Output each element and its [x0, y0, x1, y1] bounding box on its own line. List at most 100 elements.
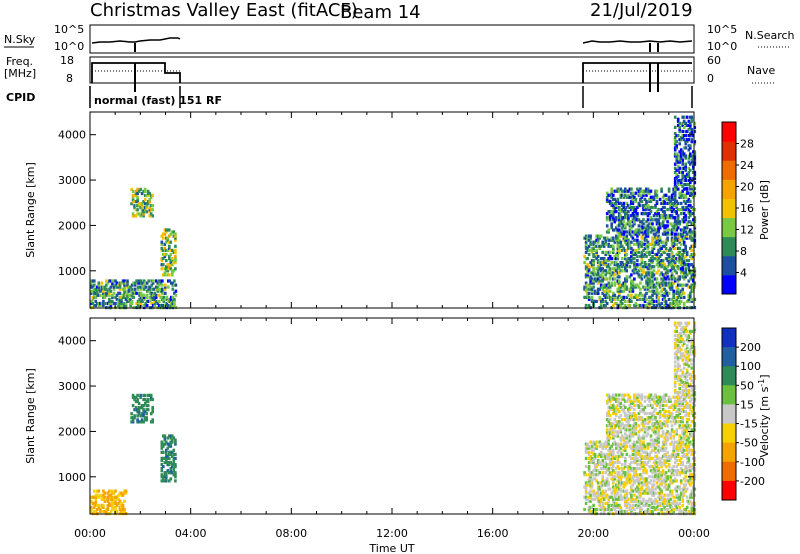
echo-cell — [684, 230, 687, 234]
echo-cell — [94, 303, 98, 308]
echo-cell — [97, 301, 101, 306]
echo-cell — [657, 469, 660, 473]
velocity-x-ticks — [89, 318, 695, 514]
echo-cell — [601, 277, 604, 281]
echo-cell — [156, 301, 159, 306]
echo-cell — [689, 293, 692, 297]
echo-cell — [648, 271, 651, 275]
echo-cell — [93, 495, 96, 499]
echo-cell — [676, 348, 680, 352]
echo-cell — [666, 216, 669, 220]
echo-cell — [679, 354, 683, 358]
echo-cell — [687, 499, 691, 503]
echo-cell — [613, 397, 617, 401]
echo-cell — [640, 244, 644, 248]
echo-cell — [633, 261, 636, 265]
echo-cell — [649, 222, 653, 226]
echo-cell — [667, 395, 671, 399]
echo-cell — [639, 230, 642, 234]
echo-cell — [627, 428, 630, 432]
echo-cell — [651, 197, 654, 201]
echo-cell — [651, 228, 654, 232]
echo-cell — [595, 279, 598, 283]
echo-cell — [592, 493, 595, 497]
echo-cell — [134, 408, 138, 412]
echo-cell — [633, 397, 636, 401]
echo-cell — [618, 228, 621, 232]
echo-cell — [616, 460, 620, 465]
echo-cell — [165, 297, 169, 301]
echo-cell — [690, 434, 694, 438]
echo-cell — [112, 291, 116, 295]
echo-cell — [690, 329, 694, 333]
echo-cell — [633, 295, 636, 299]
echo-cell — [675, 224, 678, 228]
echo-cell — [666, 271, 669, 275]
echo-cell — [664, 248, 668, 252]
echo-cell — [675, 391, 678, 395]
colorbar-tick-label: 12 — [740, 224, 754, 237]
echo-cell — [633, 444, 636, 448]
echo-cell — [676, 291, 680, 295]
echo-cell — [690, 191, 694, 195]
echo-cell — [135, 301, 138, 306]
echo-cell — [690, 299, 694, 303]
echo-cell — [108, 293, 111, 297]
echo-cell — [645, 193, 648, 197]
echo-cell — [636, 450, 639, 454]
echo-cell — [687, 154, 691, 158]
echo-cell — [654, 189, 657, 193]
echo-cell — [655, 289, 659, 293]
colorbar-tick-label: 100 — [740, 360, 761, 373]
echo-cell — [604, 283, 607, 287]
echo-cell — [664, 214, 668, 218]
echo-cell — [592, 473, 595, 477]
echo-cell — [610, 477, 613, 481]
echo-cell — [602, 497, 606, 501]
echo-cell — [584, 246, 588, 250]
echo-cell — [123, 507, 126, 512]
echo-cell — [605, 418, 609, 422]
echo-cell — [667, 411, 671, 416]
echo-cell — [690, 389, 694, 393]
echo-cell — [689, 228, 692, 232]
echo-cell — [669, 477, 672, 481]
echo-cell — [608, 509, 612, 514]
echo-cell — [160, 446, 164, 450]
echo-cell — [646, 263, 650, 267]
echo-cell — [161, 297, 164, 301]
echo-cell — [667, 503, 671, 507]
echo-cell — [690, 346, 694, 350]
echo-cell — [637, 246, 641, 250]
echo-cell — [646, 301, 650, 306]
echo-cell — [613, 460, 617, 465]
echo-cell — [118, 505, 122, 509]
echo-cell — [631, 483, 635, 487]
echo-cell — [589, 281, 592, 285]
echo-cell — [675, 458, 678, 463]
echo-cell — [663, 454, 666, 458]
echo-cell — [689, 350, 692, 354]
echo-cell — [640, 297, 644, 301]
echo-cell — [621, 473, 624, 477]
echo-cell — [639, 193, 642, 197]
echo-cell — [604, 460, 607, 465]
echo-cell — [583, 236, 586, 240]
echo-cell — [667, 454, 671, 458]
echo-cell — [169, 261, 173, 265]
echo-cell — [612, 505, 615, 509]
echo-cell — [678, 374, 681, 378]
echo-cell — [663, 460, 666, 465]
echo-cell — [675, 485, 678, 489]
echo-cell — [148, 289, 152, 293]
echo-cell — [630, 499, 633, 503]
echo-cell — [96, 293, 99, 297]
echo-cell — [598, 246, 601, 250]
echo-cell — [687, 469, 691, 473]
echo-cell — [604, 495, 607, 499]
echo-cell — [631, 469, 635, 473]
echo-cell — [131, 195, 135, 200]
echo-cell — [634, 285, 638, 289]
echo-cell — [684, 178, 687, 183]
echo-cell — [645, 297, 648, 301]
